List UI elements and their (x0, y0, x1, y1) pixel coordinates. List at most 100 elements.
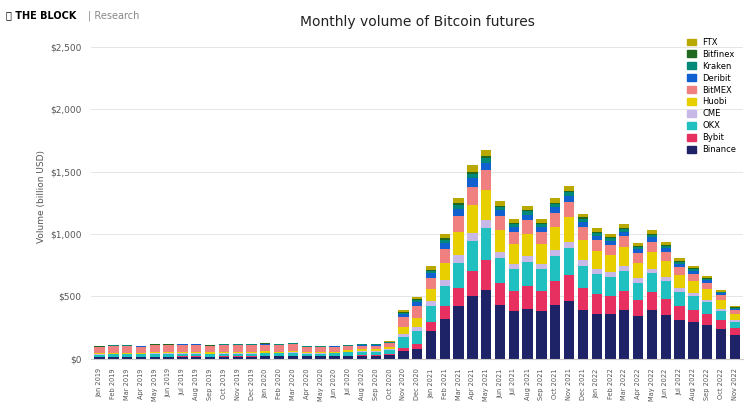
Bar (620, 232, 629, 236)
Bar (592, 295, 602, 314)
Bar (370, 345, 381, 346)
Bar (523, 262, 532, 286)
Bar (343, 353, 353, 356)
Bar (550, 213, 560, 227)
Bar (620, 310, 629, 359)
Bar (205, 346, 215, 353)
Bar (550, 250, 560, 256)
Bar (343, 346, 353, 350)
Bar (716, 300, 726, 308)
Bar (620, 266, 629, 271)
Bar (232, 352, 243, 353)
Bar (454, 209, 464, 216)
Bar (232, 345, 243, 352)
Bar (716, 290, 726, 291)
Bar (357, 349, 368, 351)
Bar (94, 355, 105, 357)
Bar (564, 186, 574, 191)
Bar (467, 242, 478, 271)
Bar (495, 252, 506, 258)
Bar (274, 353, 284, 356)
Bar (191, 357, 202, 359)
Bar (412, 299, 422, 300)
Bar (398, 317, 409, 327)
Bar (426, 289, 436, 302)
Bar (702, 302, 712, 314)
Bar (150, 354, 160, 357)
Bar (688, 297, 698, 310)
Bar (592, 251, 602, 269)
Bar (412, 318, 422, 327)
Bar (426, 266, 436, 270)
Bar (578, 260, 588, 266)
Bar (633, 278, 644, 282)
Bar (730, 322, 740, 328)
Bar (440, 243, 450, 249)
Bar (605, 314, 616, 359)
Bar (633, 249, 644, 253)
Bar (592, 236, 602, 240)
Bar (454, 203, 464, 205)
Bar (536, 232, 547, 244)
Bar (661, 248, 671, 252)
Bar (440, 233, 450, 238)
Bar (467, 166, 478, 172)
Bar (481, 190, 491, 220)
Bar (702, 300, 712, 302)
Bar (550, 305, 560, 359)
Bar (495, 216, 506, 230)
Bar (536, 244, 547, 264)
Bar (509, 224, 519, 227)
Bar (633, 263, 644, 278)
Bar (315, 347, 326, 352)
Bar (246, 357, 256, 359)
Bar (633, 316, 644, 359)
Bar (315, 352, 326, 353)
Bar (370, 355, 381, 356)
Bar (357, 356, 368, 359)
Bar (564, 275, 574, 301)
Bar (136, 347, 146, 353)
Bar (385, 355, 394, 359)
Bar (329, 356, 340, 359)
Bar (232, 357, 243, 359)
Bar (412, 344, 422, 348)
Bar (716, 308, 726, 311)
Bar (578, 310, 588, 359)
Bar (688, 293, 698, 297)
Bar (177, 352, 188, 353)
Bar (661, 246, 671, 248)
Bar (716, 311, 726, 320)
Bar (523, 211, 532, 215)
Bar (730, 309, 740, 310)
Bar (412, 302, 422, 306)
Bar (177, 357, 188, 359)
Bar (385, 350, 394, 355)
Bar (620, 291, 629, 310)
Bar (440, 286, 450, 306)
Bar (467, 205, 478, 233)
Bar (343, 352, 353, 353)
Bar (564, 301, 574, 359)
Bar (440, 280, 450, 286)
Bar (136, 353, 146, 354)
Legend: FTX, Bitfinex, Kraken, Deribit, BitMEX, Huobi, CME, OKX, Bybit, Binance: FTX, Bitfinex, Kraken, Deribit, BitMEX, … (685, 35, 739, 157)
Bar (646, 235, 657, 237)
Bar (674, 288, 685, 291)
Bar (177, 354, 188, 357)
Bar (564, 196, 574, 202)
Bar (688, 269, 698, 271)
Bar (246, 352, 256, 353)
Bar (688, 274, 698, 281)
Bar (329, 347, 340, 352)
Bar (605, 234, 616, 237)
Bar (426, 302, 436, 306)
Bar (385, 342, 394, 344)
Bar (550, 256, 560, 281)
Bar (205, 354, 215, 357)
Bar (454, 306, 464, 359)
Bar (523, 220, 532, 234)
Bar (661, 242, 671, 245)
Bar (232, 354, 243, 357)
Bar (633, 300, 644, 316)
